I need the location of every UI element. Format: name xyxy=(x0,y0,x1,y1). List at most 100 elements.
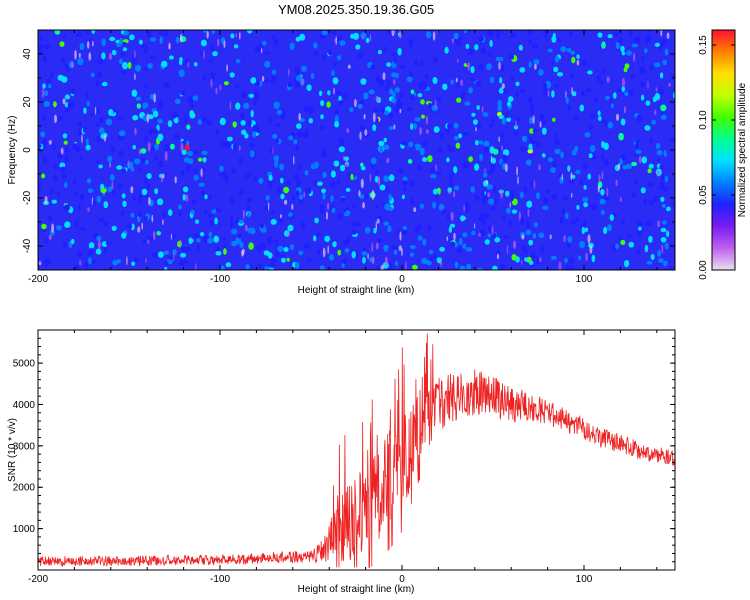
spectrogram-cell xyxy=(120,210,125,216)
spectrogram-streak xyxy=(539,121,542,128)
spectrogram-cell xyxy=(193,232,200,239)
spectrogram-cell xyxy=(565,212,569,219)
spectrogram-cell xyxy=(603,119,607,127)
spectrogram-streak xyxy=(146,113,150,123)
spectrogram-cell xyxy=(492,186,497,193)
spectrogram-streak xyxy=(287,230,290,237)
spectrogram-cell xyxy=(179,259,186,267)
spectrogram-cell xyxy=(550,167,556,174)
spectrogram-cell xyxy=(402,225,408,231)
spectrogram-streak xyxy=(532,115,535,124)
spectrogram-streak xyxy=(261,47,263,54)
spectrogram-streak xyxy=(141,222,144,230)
spectrogram-cell xyxy=(480,47,487,54)
spectrogram-cell xyxy=(393,249,398,255)
spectrogram-cell xyxy=(520,145,527,153)
spectrogram-streak xyxy=(617,163,621,170)
spectrogram-cell xyxy=(567,165,571,172)
spectrogram-cell xyxy=(229,72,235,78)
spectrogram-streak xyxy=(359,131,362,140)
spectrogram-cell xyxy=(97,58,104,65)
spectrogram-cell xyxy=(600,188,605,196)
spectrogram-cell xyxy=(322,54,326,61)
spectrogram-cell xyxy=(525,229,532,236)
spectrogram-cell xyxy=(209,43,215,51)
spectrogram-streak xyxy=(147,141,151,152)
y-tick-label: 40 xyxy=(22,48,33,60)
spectrogram-streak xyxy=(371,189,375,200)
spectrogram-cell xyxy=(293,174,299,180)
spectrogram-cell xyxy=(267,252,273,259)
spectrogram-streak xyxy=(134,127,137,136)
spectrogram-cell xyxy=(440,131,445,140)
spectrogram-cell xyxy=(432,201,436,209)
spectrogram-cell xyxy=(628,30,634,37)
spectrogram-cell xyxy=(327,90,331,96)
spectrogram-cell xyxy=(180,253,187,258)
spectrogram-cell xyxy=(566,47,572,53)
spectrogram-cell xyxy=(495,56,501,62)
spectrogram-cell xyxy=(417,224,423,229)
spectrogram-cell xyxy=(281,257,286,263)
spectrogram-cell xyxy=(389,262,393,270)
spectrogram-streak xyxy=(597,184,600,193)
spectrogram-cell xyxy=(376,237,383,244)
spectrogram-cell xyxy=(384,203,391,211)
colorbar-ticks: 0.00 0.05 0.10 0.15 xyxy=(698,35,735,280)
spectrogram-cell xyxy=(380,106,385,113)
spectrogram-streak xyxy=(241,249,244,257)
spectrogram-cell xyxy=(490,118,495,124)
colorbar-tick-label: 0.10 xyxy=(698,110,709,130)
spectrogram-streak xyxy=(88,52,92,61)
spectrogram-cell xyxy=(275,123,281,128)
spectrogram-streak xyxy=(512,240,517,250)
spectrogram-cell xyxy=(196,244,201,252)
spectrogram-streak xyxy=(490,155,493,163)
snr-x-axis-label: Height of straight line (km) xyxy=(298,584,415,595)
spectrogram-cell xyxy=(394,105,401,113)
spectrogram-cell xyxy=(118,150,125,158)
spectrogram-cell xyxy=(458,133,462,139)
spectrogram-cell xyxy=(319,265,325,270)
spectrogram-cell xyxy=(528,61,532,68)
spectrogram-cell xyxy=(481,198,485,206)
spectrogram-streak xyxy=(615,113,620,121)
y-tick-label: 3000 xyxy=(13,441,36,452)
spectrogram-cell xyxy=(551,193,557,201)
spectrogram-cell xyxy=(378,79,385,87)
spectrogram-cell xyxy=(59,41,65,47)
spectrogram-streak xyxy=(91,196,93,206)
spectrogram-cell xyxy=(516,117,521,122)
spectrogram-streak xyxy=(386,157,390,163)
spectrogram-cell xyxy=(459,215,466,221)
spectrogram-cell xyxy=(41,173,46,179)
spectrogram-cell xyxy=(601,68,606,74)
spectrogram-streak xyxy=(103,134,107,142)
spectrogram-cell xyxy=(509,53,514,60)
spectrogram-cell xyxy=(402,176,408,182)
spectrogram-cell xyxy=(547,48,553,53)
x-tick-label: -100 xyxy=(210,274,230,285)
spectrogram-cell xyxy=(334,115,339,123)
spectrogram-cell xyxy=(252,131,257,138)
spectrogram-cell xyxy=(250,77,257,84)
spectrogram-cell xyxy=(562,195,569,201)
spectrogram-cell xyxy=(98,116,104,124)
spectrogram-cell xyxy=(431,104,438,112)
snr-panel: -200 -100 0 100 1000 2000 3000 4000 5000 Height … xyxy=(7,329,676,595)
spectrogram-cell xyxy=(565,96,569,104)
spectrogram-streak xyxy=(622,77,625,87)
spectrogram-speckles xyxy=(38,30,675,270)
spectrogram-cell xyxy=(85,30,90,35)
spectrogram-cell xyxy=(489,76,495,84)
spectrogram-cell xyxy=(410,244,416,250)
spectrogram-cell xyxy=(101,38,106,47)
spectrogram-cell xyxy=(270,210,275,215)
spectrogram-cell xyxy=(218,171,225,176)
spectrogram-cell xyxy=(432,188,439,195)
spectrogram-cell xyxy=(337,34,343,42)
spectrogram-cell xyxy=(402,180,408,187)
spectrogram-cell xyxy=(659,72,664,79)
spectrogram-cell xyxy=(39,36,43,42)
spectrogram-streak xyxy=(130,186,134,194)
